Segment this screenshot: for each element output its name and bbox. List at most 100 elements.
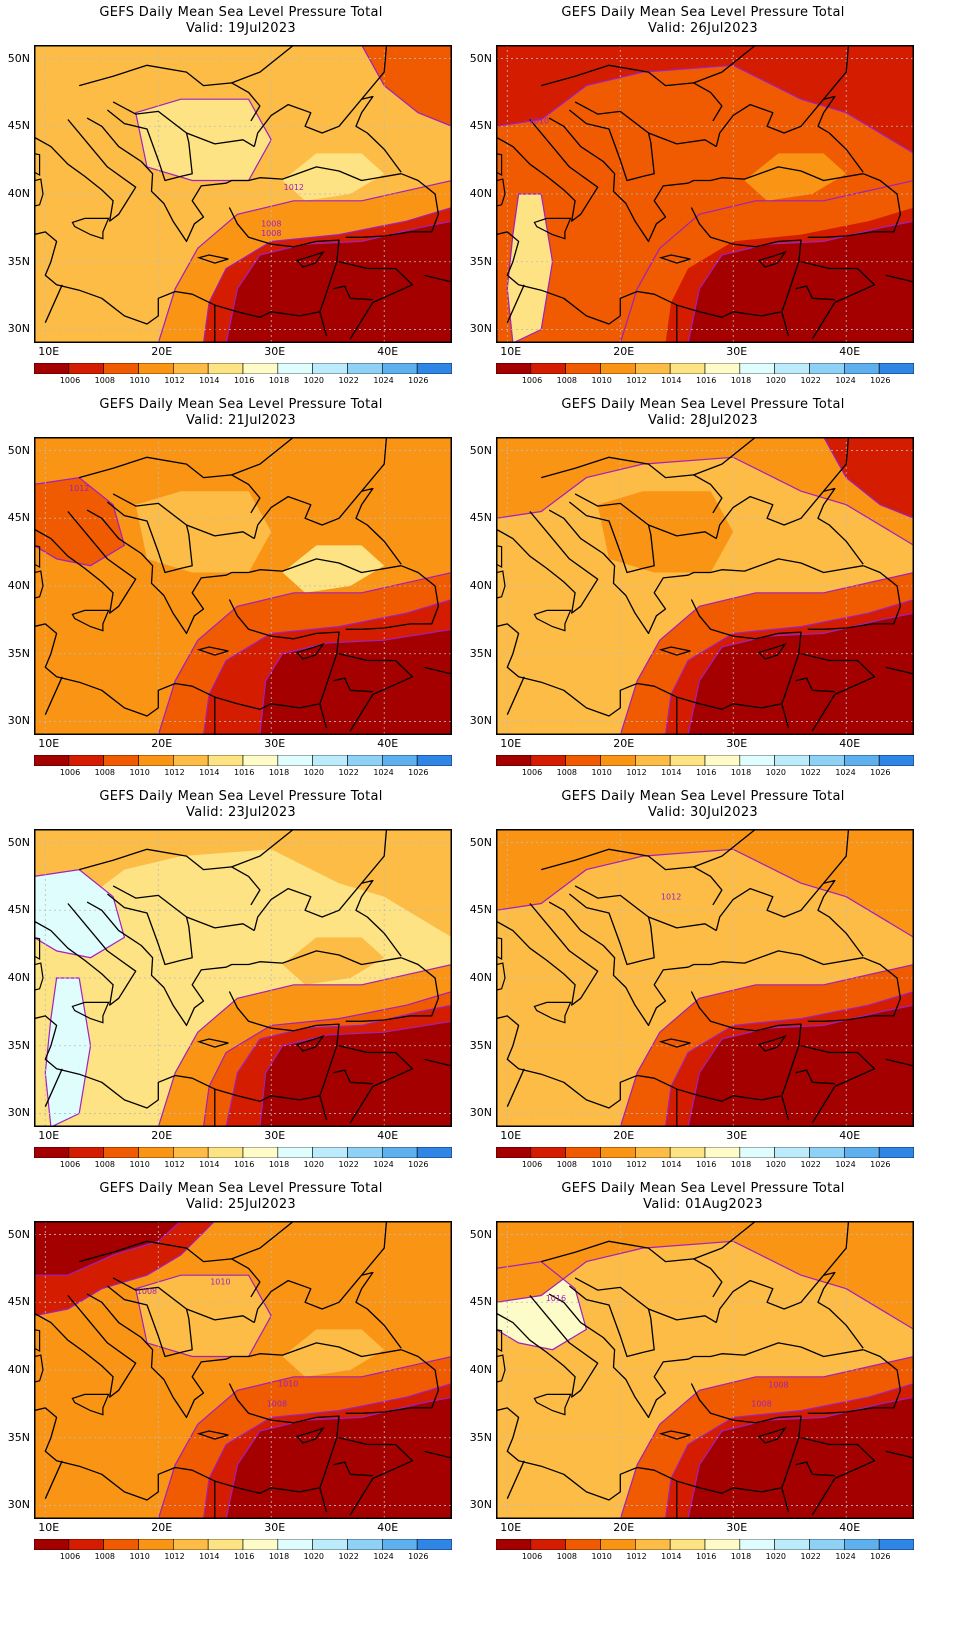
colorbar-label: 1022 — [800, 376, 821, 385]
coastline — [885, 1058, 914, 1067]
coastline — [34, 1015, 261, 1109]
coastline — [228, 207, 340, 318]
lon-tick-label: 20E — [151, 737, 173, 750]
panel-title: GEFS Daily Mean Sea Level Pressure Total — [99, 5, 383, 20]
colorbar-swatch — [312, 755, 348, 766]
colorbar-label: 1020 — [303, 768, 325, 777]
colorbar-label: 1024 — [373, 1552, 394, 1561]
pressure-band — [496, 1221, 914, 1330]
colorbar-swatch — [704, 1147, 741, 1158]
island — [496, 545, 503, 569]
isobar-contour — [506, 193, 554, 343]
island — [196, 646, 229, 656]
colorbar-label: 1010 — [129, 1160, 150, 1169]
pressure-band — [282, 153, 385, 201]
lat-tick-label: 35N — [469, 646, 492, 660]
colorbar-swatch — [809, 755, 845, 766]
coastline — [79, 456, 261, 514]
colorbar-label: 1016 — [696, 768, 717, 777]
coastline — [823, 437, 850, 492]
colorbar-swatch — [173, 1539, 209, 1550]
panel-title: GEFS Daily Mean Sea Level Pressure Total — [561, 789, 845, 804]
coastline — [333, 677, 373, 693]
coastline — [800, 261, 876, 340]
coastline — [186, 132, 255, 148]
lon-tick-label: 30E — [264, 345, 286, 358]
lat-tick-label: 40N — [7, 579, 30, 592]
coastline — [253, 95, 402, 173]
isobar-contour — [360, 45, 452, 127]
colorbar-swatch — [774, 363, 810, 374]
coastline — [800, 653, 876, 732]
lat-tick-label: 30N — [7, 1498, 30, 1512]
coastline — [781, 1487, 790, 1513]
lon-tick-label: 20E — [151, 345, 173, 358]
coastline — [795, 285, 835, 301]
isobar-contour — [202, 206, 452, 343]
coastline — [693, 1221, 790, 1260]
coastline — [795, 1461, 835, 1477]
lon-tick-label: 20E — [151, 1129, 173, 1142]
pressure-band — [259, 629, 452, 735]
colorbar-label: 1012 — [626, 768, 647, 777]
lat-tick-label: 45N — [469, 119, 492, 133]
colorbar-label: 1008 — [94, 768, 116, 777]
panel-valid-date: Valid: 19Jul2023 — [186, 21, 296, 36]
coastline — [231, 45, 328, 84]
colorbar-label: 1012 — [164, 1160, 185, 1169]
coastline — [715, 95, 864, 173]
colorbar-swatch — [530, 363, 566, 374]
colorbar-swatch — [844, 363, 880, 374]
lon-tick-label: 30E — [726, 1521, 748, 1534]
coastline — [648, 132, 717, 148]
coastline — [106, 885, 193, 966]
colorbar-swatch — [878, 1539, 914, 1550]
colorbar-swatch — [704, 755, 741, 766]
pressure-band — [496, 829, 914, 938]
lat-tick-label: 40N — [469, 579, 492, 592]
coastline — [186, 916, 255, 932]
pressure-band — [688, 1005, 914, 1127]
colorbar-swatch — [242, 1539, 279, 1550]
map-frame — [34, 437, 452, 735]
coastline — [885, 274, 914, 283]
colorbar-swatch — [496, 755, 532, 766]
coastline — [228, 1383, 340, 1494]
lat-tick-label: 45N — [7, 903, 30, 917]
colorbar-swatch — [739, 363, 775, 374]
colorbar-label: 1024 — [835, 768, 856, 777]
coastline — [506, 284, 525, 323]
isobar-contour — [687, 612, 914, 735]
island — [34, 962, 44, 991]
colorbar-swatch — [669, 755, 706, 766]
colorbar-swatch — [530, 1539, 566, 1550]
colorbar-label: 1022 — [338, 768, 359, 777]
lat-tick-label: 40N — [469, 187, 492, 200]
island — [296, 643, 325, 660]
colorbar-label: 1012 — [626, 1160, 647, 1169]
colorbar-swatch — [774, 1539, 810, 1550]
colorbar-label: 1012 — [164, 376, 185, 385]
colorbar-label: 1026 — [408, 768, 429, 777]
colorbar-label: 1008 — [94, 1160, 116, 1169]
colorbar-label: 1020 — [765, 1160, 787, 1169]
colorbar-label: 1008 — [556, 376, 578, 385]
colorbar-swatch — [496, 363, 532, 374]
colorbar-swatch — [669, 1147, 706, 1158]
coastline — [423, 274, 452, 283]
colorbar-label: 1018 — [730, 1552, 752, 1561]
isobar-contour — [496, 1260, 588, 1351]
coastline — [423, 666, 452, 675]
isobar-contour — [259, 628, 452, 735]
island — [533, 609, 572, 632]
lon-tick-label: 30E — [726, 737, 748, 750]
island — [496, 1329, 503, 1353]
colorbar-swatch — [878, 1147, 914, 1158]
isobar-contour — [157, 179, 452, 343]
colorbar-swatch — [68, 363, 104, 374]
island — [71, 1393, 110, 1416]
colorbar-label: 1010 — [591, 1160, 612, 1169]
map-panel: GEFS Daily Mean Sea Level Pressure Total… — [0, 1176, 482, 1586]
isobar-contour — [225, 1396, 452, 1519]
panel-valid-date: Valid: 28Jul2023 — [648, 413, 758, 428]
